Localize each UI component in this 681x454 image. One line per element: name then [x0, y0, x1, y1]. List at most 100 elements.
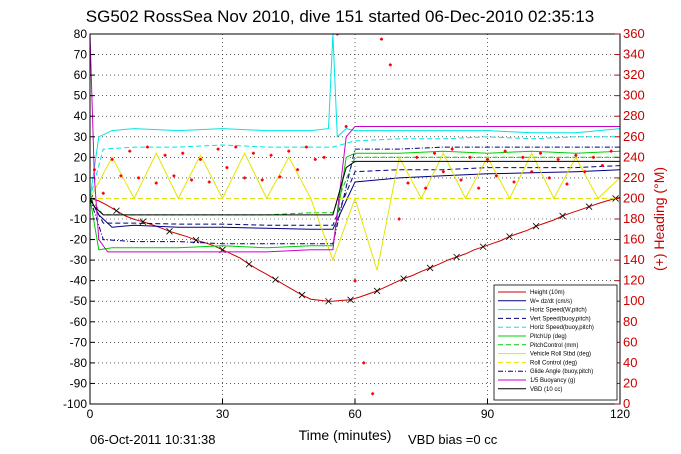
legend-label: 1/5 Buoyancy (g): [530, 378, 575, 384]
y-tick-label: 60: [74, 68, 88, 82]
legend-label: W= dz/dt (cm/s): [530, 299, 572, 305]
series-marker: [373, 287, 381, 295]
legend-label: Height (10m): [530, 290, 565, 296]
heading-point: [154, 181, 158, 185]
series-layer: [90, 34, 620, 396]
y-right-tick-label: 360: [623, 26, 645, 41]
y-right-tick-label: 240: [623, 149, 645, 164]
y-right-tick-label: 320: [623, 67, 645, 82]
x-tick-label: 0: [87, 407, 94, 421]
legend-label: Vert Speed(buoy,pitch): [530, 316, 591, 322]
y-tick-label: -20: [70, 233, 88, 247]
y-tick-label: -80: [70, 356, 88, 370]
y-tick-label: 0: [80, 191, 87, 205]
heading-point: [521, 155, 525, 159]
y-tick-label: -70: [70, 335, 88, 349]
heading-point: [251, 151, 255, 155]
legend-label: Vehicle Roll Stbd (deg): [530, 352, 591, 358]
heading-point: [119, 174, 123, 178]
heading-point: [433, 151, 436, 155]
series-marker: [532, 222, 540, 230]
series-11: [90, 160, 620, 216]
series-marker: [325, 297, 332, 305]
y-axis-label-right: (+) Heading (°M): [651, 167, 667, 271]
legend-label: PitchUp (deg): [530, 334, 567, 340]
series-line: [90, 160, 620, 216]
heading-point: [468, 155, 472, 159]
y-tick-label: 70: [74, 48, 88, 62]
heading-point: [583, 170, 587, 174]
heading-point: [494, 174, 498, 178]
heading-point: [287, 149, 291, 153]
heading-point: [459, 178, 463, 182]
heading-point: [322, 155, 326, 159]
y-right-tick-label: 180: [623, 211, 645, 226]
legend: Height (10m) W= dz/dt (cm/s) Horiz Speed(W…: [493, 284, 618, 401]
heading-point: [198, 157, 202, 161]
heading-point: [207, 180, 211, 184]
series-3: [90, 165, 620, 226]
x-tick-label: 90: [481, 407, 495, 421]
y-tick-label: -90: [70, 376, 88, 390]
series-marker: [347, 296, 354, 304]
series-marker: [479, 243, 487, 251]
heading-point: [92, 168, 96, 172]
heading-point: [278, 175, 282, 179]
y-tick-label: 20: [74, 150, 88, 164]
legend-label: Horiz Speed(W,pitch): [530, 308, 587, 314]
footer-vbd-bias: VBD bias =0 cc: [408, 432, 498, 447]
heading-point: [163, 153, 167, 157]
y-right-tick-label: 160: [623, 232, 645, 247]
legend-label: PitchControl (mm): [530, 343, 578, 349]
y-tick-label: 30: [74, 130, 88, 144]
heading-point: [600, 164, 604, 168]
heading-point: [441, 170, 445, 174]
series-line: [90, 196, 620, 302]
y-tick-label: 50: [74, 89, 88, 103]
series-12: [92, 34, 613, 396]
y-right-tick-label: 20: [623, 375, 637, 390]
heading-point: [110, 157, 114, 161]
legend-box: [493, 284, 618, 401]
heading-point: [477, 186, 481, 190]
y-tick-label: -60: [70, 315, 88, 329]
heading-point: [486, 157, 489, 161]
heading-point: [380, 37, 383, 41]
heading-point: [547, 176, 551, 180]
legend-label: Glide Angle (buoy,pitch): [530, 369, 593, 375]
y-right-tick-label: 220: [623, 170, 645, 185]
y-tick-label: 40: [74, 109, 88, 123]
series-marker: [166, 228, 173, 235]
heading-point: [574, 153, 578, 157]
heading-point: [415, 155, 419, 159]
series-marker: [272, 276, 279, 283]
heading-point: [397, 217, 401, 221]
heading-point: [137, 176, 141, 180]
heading-point: [388, 63, 392, 67]
y-tick-label: -50: [70, 294, 88, 308]
legend-label: Roll Control (deg): [530, 360, 577, 366]
x-tick-label: 120: [610, 407, 630, 421]
series-2: [90, 34, 620, 199]
heading-point: [313, 157, 317, 161]
heading-point: [269, 153, 273, 157]
heading-point: [353, 279, 357, 283]
legend-label: VBD (10 cc): [530, 387, 562, 393]
heading-point: [128, 149, 132, 153]
series-10: [90, 34, 620, 253]
series-marker: [559, 212, 566, 220]
heading-point: [371, 392, 375, 396]
legend-label: Horiz Speed(buoy,pitch): [530, 325, 594, 331]
heading-point: [539, 151, 542, 155]
series-marker: [585, 203, 593, 210]
series-marker: [113, 207, 120, 215]
y-right-tick-label: 60: [623, 334, 637, 349]
heading-point: [362, 361, 366, 365]
heading-point: [592, 155, 595, 159]
series-9: [90, 146, 620, 245]
heading-point: [503, 149, 507, 153]
heading-point: [181, 151, 185, 155]
series-line: [90, 146, 620, 245]
y-tick-label: -30: [70, 253, 88, 267]
y-right-tick-label: 260: [623, 129, 645, 144]
